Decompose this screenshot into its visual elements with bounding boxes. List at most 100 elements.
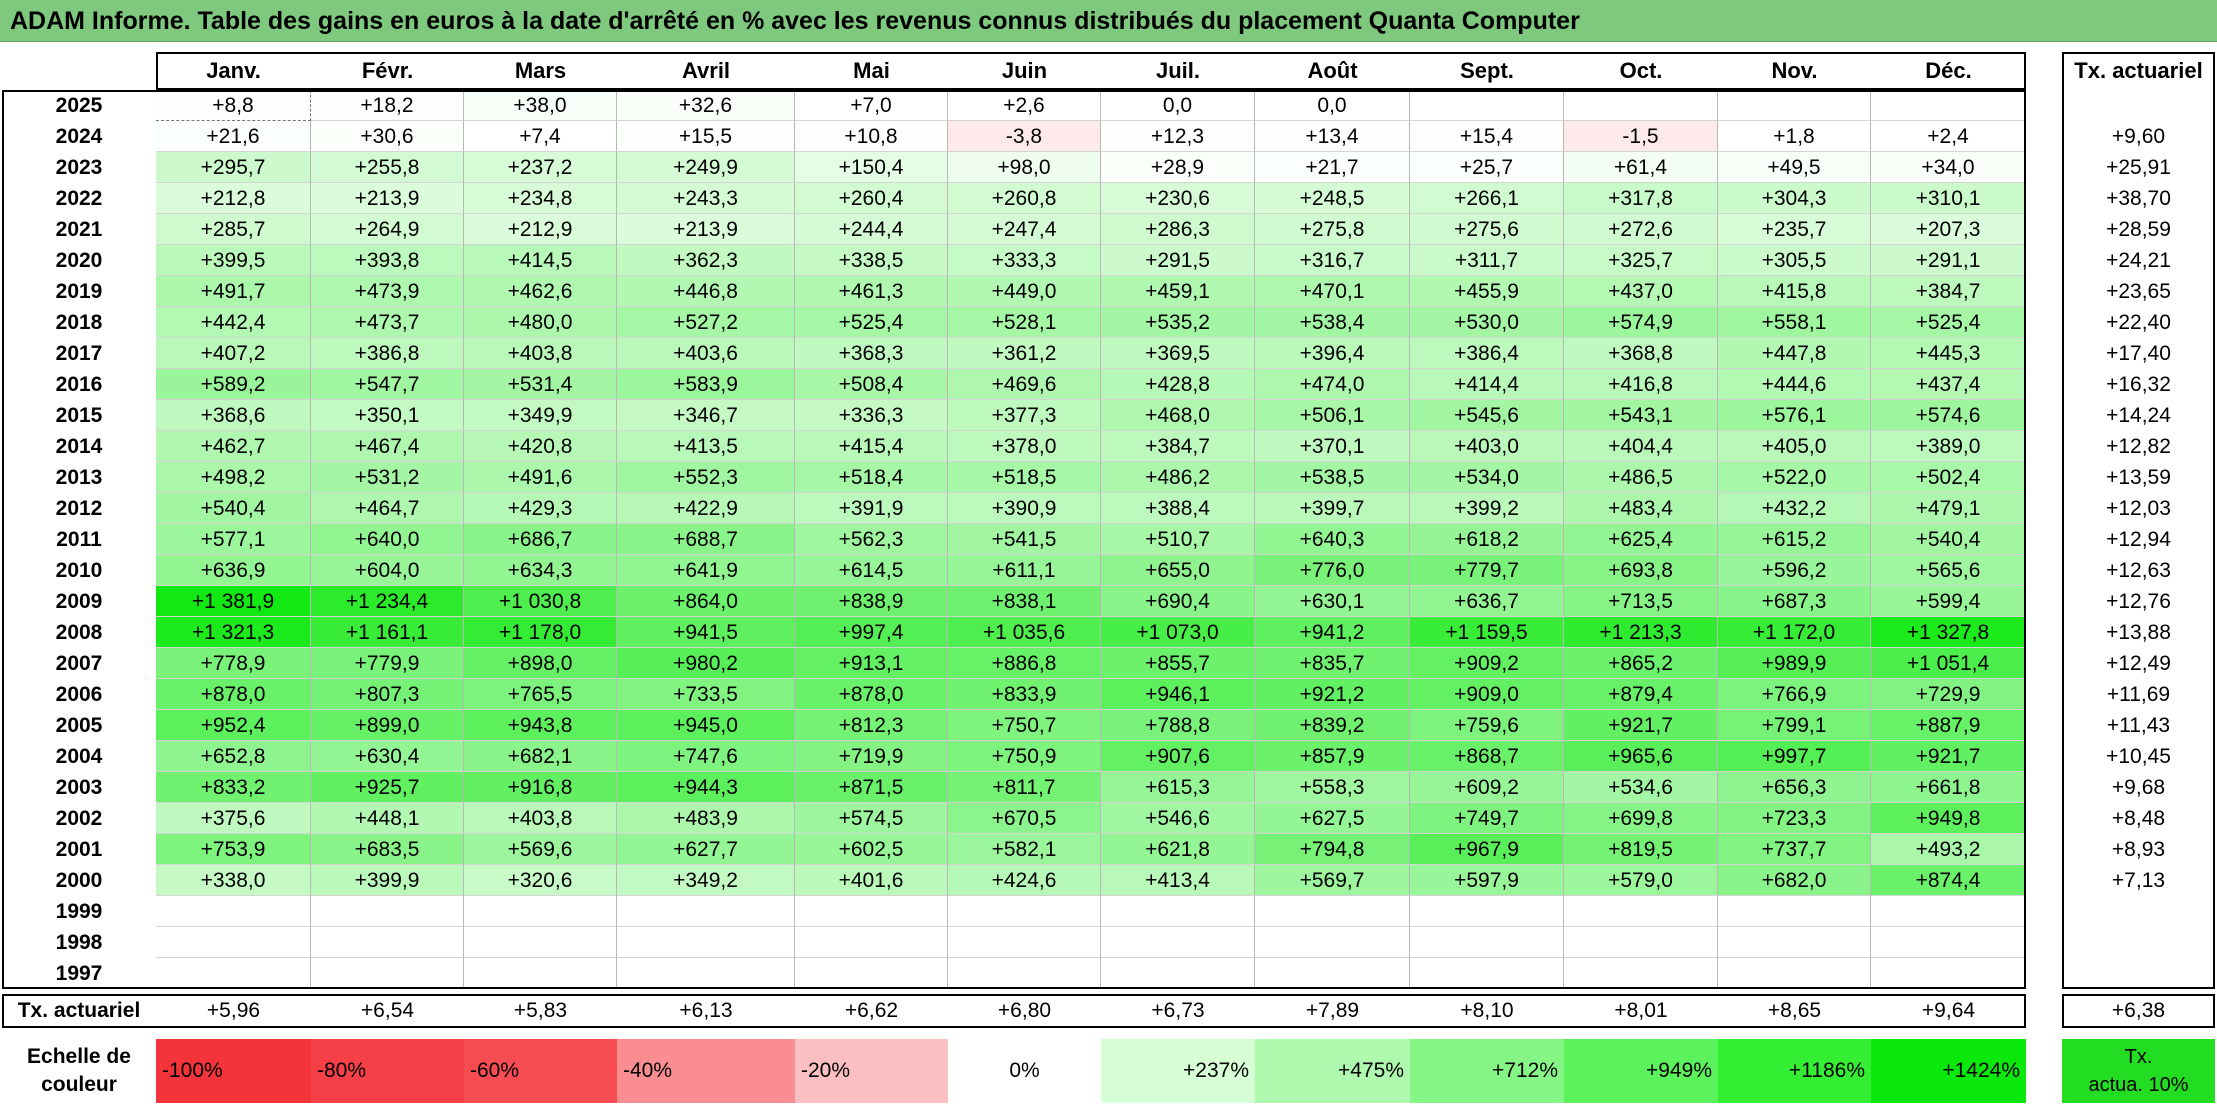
gain-cell: +375,6 [156,803,311,834]
gain-cell: +502,4 [1871,462,2026,493]
gain-cell: +255,8 [311,152,464,183]
year-label: 2022 [55,187,103,210]
gain-cell: +699,8 [1564,803,1718,834]
gain-cell: +865,2 [1564,648,1718,679]
tx-actuariel-cell: +7,13 [2111,869,2166,892]
month-header: Sept. [1460,58,1514,83]
tx-actuariel-cell: +13,88 [2106,621,2171,644]
gain-cell: +1 172,0 [1718,617,1871,648]
gain-cell: +455,9 [1410,276,1564,307]
gain-cell: +285,7 [156,214,311,245]
gain-cell: +878,0 [795,679,948,710]
gain-cell: +833,9 [948,679,1101,710]
gain-cell: +878,0 [156,679,311,710]
month-header: Août [1307,58,1358,83]
gain-cell: +719,9 [795,741,948,772]
color-scale-swatch: -80% [311,1039,464,1103]
gain-cell: +480,0 [464,307,617,338]
gain-cell: +247,4 [948,214,1101,245]
gain-cell: +464,7 [311,493,464,524]
gain-cell [1410,927,1564,958]
year-label: 2002 [55,807,103,830]
gain-cell: +38,0 [464,90,617,121]
tx-actuariel-cell: +12,94 [2106,528,2171,551]
gain-cell: +636,7 [1410,586,1564,617]
gain-cell: +12,3 [1101,121,1255,152]
year-label: 1998 [55,931,103,954]
gain-cell [1871,896,2026,927]
gain-cell: +404,4 [1564,431,1718,462]
gain-cell: +286,3 [1101,214,1255,245]
gain-cell: +386,8 [311,338,464,369]
month-header: Juin [1001,58,1048,83]
gain-cell: +429,3 [464,493,617,524]
gain-cell: +1 035,6 [948,617,1101,648]
gain-cell: +636,9 [156,555,311,586]
gain-cell: +249,9 [617,152,795,183]
gain-cell: +562,3 [795,524,948,555]
gain-cell: +909,0 [1410,679,1564,710]
tx-actuariel-cell: +25,91 [2106,156,2171,179]
gain-cell: +759,6 [1410,710,1564,741]
footer-value: +5,96 [206,999,261,1022]
gain-cell: +428,8 [1101,369,1255,400]
footer-value: +9,64 [1921,999,1976,1022]
gain-cell: +349,9 [464,400,617,431]
gain-cell: +401,6 [795,865,948,896]
gain-cell: +1 073,0 [1101,617,1255,648]
gain-cell [1255,896,1410,927]
tx-actuariel-cell [2062,90,2215,121]
gain-cell: +614,5 [795,555,948,586]
gain-cell: +235,7 [1718,214,1871,245]
gain-cell [795,958,948,989]
gain-cell [617,927,795,958]
tx-actuariel-cell: +23,65 [2106,280,2171,303]
gain-cell: +336,3 [795,400,948,431]
tx-actuariel-cell: +12,76 [2106,590,2171,613]
tx-actuariel-cell [2062,896,2215,927]
gain-cell: +28,9 [1101,152,1255,183]
gain-cell: +446,8 [617,276,795,307]
gain-cell: +615,2 [1718,524,1871,555]
gain-cell [1410,958,1564,989]
gain-cell: +779,7 [1410,555,1564,586]
gain-cell: +879,4 [1564,679,1718,710]
gain-cell: +378,0 [948,431,1101,462]
footer-value: +5,83 [513,999,568,1022]
gain-cell: +325,7 [1564,245,1718,276]
gain-cell: +655,0 [1101,555,1255,586]
gain-cell: +479,1 [1871,493,2026,524]
gain-cell [311,896,464,927]
gain-cell: +531,4 [464,369,617,400]
gain-cell: +377,3 [948,400,1101,431]
gain-cell: +871,5 [795,772,948,803]
gain-cell: +407,2 [156,338,311,369]
year-label: 2021 [55,218,103,241]
color-scale-swatch: +475% [1255,1039,1410,1103]
gain-cell [464,896,617,927]
gain-cell: +333,3 [948,245,1101,276]
gain-cell: +510,7 [1101,524,1255,555]
gain-cell: +583,9 [617,369,795,400]
month-header: Févr. [361,58,414,83]
gain-cell [464,958,617,989]
gain-cell: +432,2 [1718,493,1871,524]
gain-cell [156,896,311,927]
gain-cell [1871,90,2026,121]
gain-cell: +384,7 [1101,431,1255,462]
tx-actuariel-cell: +12,82 [2106,435,2171,458]
gain-cell: +346,7 [617,400,795,431]
gain-cell: +304,3 [1718,183,1871,214]
gain-cell: +543,1 [1564,400,1718,431]
gain-cell [311,958,464,989]
gain-cell [948,896,1101,927]
gain-cell: +234,8 [464,183,617,214]
gain-cell: +627,7 [617,834,795,865]
gain-cell: +943,8 [464,710,617,741]
gain-cell: +864,0 [617,586,795,617]
gain-cell: +338,5 [795,245,948,276]
color-scale-swatch: -60% [464,1039,617,1103]
year-label: 1997 [55,962,103,985]
gain-cell: +474,0 [1255,369,1410,400]
gain-cell: +10,8 [795,121,948,152]
